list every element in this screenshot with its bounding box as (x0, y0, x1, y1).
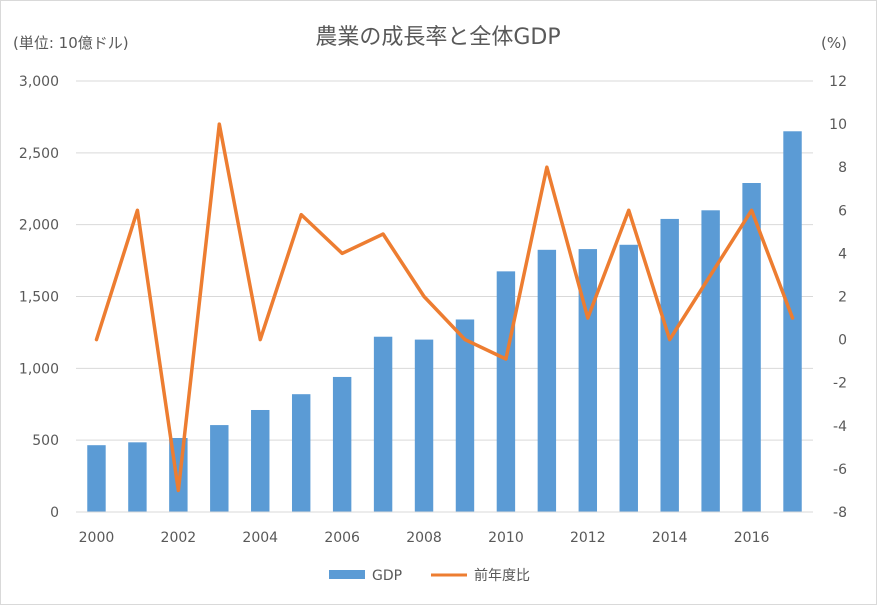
gdp-bar (742, 183, 761, 512)
left-axis-tick-label: 1,000 (19, 361, 59, 377)
left-axis-tick-label: 3,000 (19, 74, 59, 90)
right-axis-tick-label: -2 (833, 376, 847, 392)
left-axis-tick-label: 0 (50, 505, 59, 521)
gdp-bar (291, 394, 311, 512)
gdp-bar (87, 445, 106, 512)
right-axis-unit-label: (%) (821, 34, 847, 52)
x-axis-tick-label: 2006 (324, 530, 360, 546)
right-axis-tick-label: -8 (833, 505, 847, 521)
gdp-bar (619, 244, 638, 512)
left-axis-tick-label: 2,500 (19, 146, 59, 162)
gdp-bar (414, 339, 434, 512)
axes: 0 500 1,000 1,500 2,000 2,500 3,000 -8 -6 -4 -2 0 2 4… (19, 74, 847, 546)
gdp-bar (660, 218, 679, 513)
gdp-bar (496, 271, 516, 512)
right-axis-tick-label: -4 (833, 419, 847, 435)
legend-growth-label: 前年度比 (474, 567, 530, 584)
gdp-bar (332, 376, 352, 512)
gdp-bar (210, 425, 229, 512)
right-axis-tick-label: 6 (838, 203, 847, 219)
legend-gdp-swatch (329, 570, 365, 579)
left-axis-tick-label: 500 (32, 433, 59, 449)
gdp-bar (783, 131, 802, 513)
left-axis-tick-label: 2,000 (19, 218, 59, 234)
gdp-bar (373, 336, 393, 512)
x-axis-tick-label: 2002 (161, 530, 197, 546)
gdp-bar (251, 409, 270, 512)
gdp-bars (87, 131, 802, 513)
gdp-bar (578, 249, 598, 512)
right-axis-tick-label: 4 (838, 246, 847, 262)
x-axis-tick-label: 2008 (406, 530, 442, 546)
left-axis-tick-label: 1,500 (19, 290, 59, 306)
left-axis-unit-label: (単位: 10億ドル) (13, 34, 129, 52)
chart-title: 農業の成長率と全体GDP (315, 25, 560, 50)
gdp-bar (537, 249, 557, 512)
right-axis-tick-label: 10 (829, 117, 847, 133)
right-axis-tick-label: 8 (838, 160, 847, 176)
legend-gdp-label: GDP (372, 568, 402, 584)
growth-line (94, 122, 795, 493)
growth-line-path (94, 122, 795, 493)
x-axis-tick-label: 2014 (652, 530, 688, 546)
x-axis-tick-label: 2012 (570, 530, 606, 546)
gdp-bar (128, 442, 147, 512)
x-axis-tick-label: 2000 (79, 530, 115, 546)
gdp-bar (455, 319, 475, 512)
x-axis-tick-label: 2010 (488, 530, 524, 546)
right-axis-tick-label: 12 (829, 74, 847, 90)
x-axis-tick-label: 2004 (242, 530, 278, 546)
right-axis-tick-label: 2 (838, 290, 847, 306)
right-axis-tick-label: -6 (833, 462, 847, 478)
legend: GDP 前年度比 (329, 567, 530, 584)
gdp-bar (701, 210, 720, 513)
right-axis-tick-label: 0 (838, 333, 847, 349)
x-axis-tick-label: 2016 (734, 530, 770, 546)
